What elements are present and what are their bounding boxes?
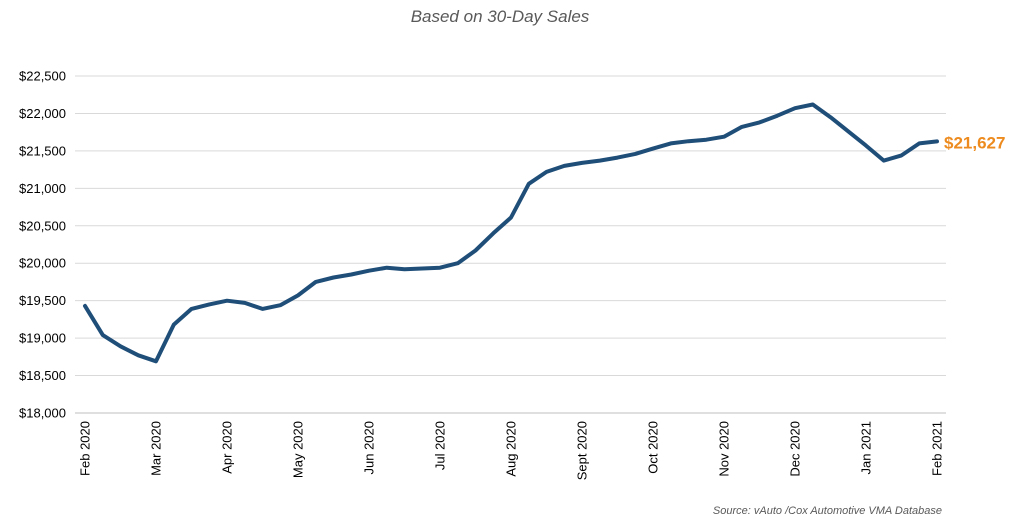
chart-subtitle: Based on 30-Day Sales bbox=[410, 7, 590, 26]
source-note: Source: vAuto /Cox Automotive VMA Databa… bbox=[712, 505, 942, 517]
y-tick-label: $18,500 bbox=[19, 368, 66, 383]
y-tick-label: $21,500 bbox=[19, 143, 66, 158]
y-tick-label: $20,500 bbox=[19, 218, 66, 233]
y-axis-ticks: $18,000 $18,500 $19,000 $19,500 $20,000 $20,5… bbox=[19, 69, 66, 421]
end-value-label: $21,627 bbox=[944, 133, 1005, 152]
y-tick-label: $22,000 bbox=[19, 106, 66, 121]
x-tick-label: Feb 2021 bbox=[930, 421, 945, 476]
x-axis-ticks: Feb 2020 Mar 2020 Apr 2020 May 2020 Jun 2020… bbox=[78, 421, 945, 480]
y-tick-label: $19,500 bbox=[19, 293, 66, 308]
x-tick-label: Feb 2020 bbox=[78, 421, 93, 476]
x-tick-label: Mar 2020 bbox=[149, 421, 164, 476]
x-tick-label: Jun 2020 bbox=[362, 421, 377, 475]
y-tick-label: $18,000 bbox=[19, 406, 66, 421]
grid-lines bbox=[75, 75, 946, 377]
x-tick-label: Nov 2020 bbox=[717, 421, 732, 477]
y-tick-label: $19,000 bbox=[19, 331, 66, 346]
x-tick-label: Sept 2020 bbox=[575, 421, 590, 480]
x-tick-label: Dec 2020 bbox=[788, 421, 803, 477]
x-tick-label: May 2020 bbox=[291, 421, 306, 478]
series-line bbox=[83, 102, 939, 364]
x-tick-label: Jan 2021 bbox=[859, 421, 874, 475]
x-tick-label: Apr 2020 bbox=[220, 421, 235, 474]
x-tick-label: Oct 2020 bbox=[646, 421, 661, 474]
y-tick-label: $20,000 bbox=[19, 256, 66, 271]
x-tick-label: Jul 2020 bbox=[433, 421, 448, 470]
y-tick-label: $21,000 bbox=[19, 181, 66, 196]
x-tick-label: Aug 2020 bbox=[504, 421, 519, 477]
y-tick-label: $22,500 bbox=[19, 69, 66, 84]
